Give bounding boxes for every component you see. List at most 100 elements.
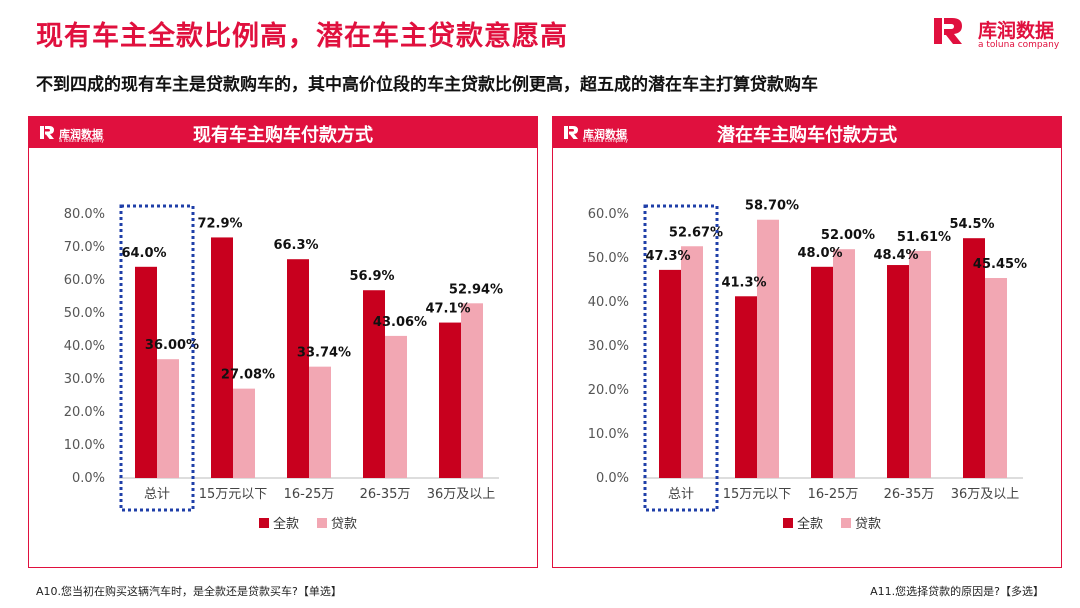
y-tick-label: 20.0% [588,383,629,398]
panel-brand-mark-icon [40,126,54,139]
y-tick-label: 80.0% [64,207,105,222]
data-label-loan: 36.00% [145,338,199,353]
y-tick-label: 70.0% [64,240,105,255]
data-label-full: 64.0% [121,246,166,261]
legend-label-full: 全款 [797,516,823,532]
data-label-full: 48.4% [873,248,918,263]
panel-brand-logo: 库润数据 a toluna company [39,124,119,144]
legend-swatch-full [783,518,793,528]
panel-brand-logo: 库润数据 a toluna company [563,124,643,144]
bar-full [287,259,309,478]
y-tick-label: 60.0% [588,207,629,222]
legend-swatch-loan [841,518,851,528]
data-label-loan: 27.08% [221,368,275,383]
y-tick-label: 0.0% [596,471,629,486]
bar-loan [681,246,703,478]
page-subtitle: 不到四成的现有车主是贷款购车的，其中高价位段的车主贷款比例更高，超五成的潜在车主… [36,75,818,95]
x-category-label: 15万元以下 [723,487,792,502]
legend-swatch-full [259,518,269,528]
y-tick-label: 50.0% [64,306,105,321]
chart-title: 现有车主购车付款方式 [193,125,373,146]
bar-full [211,237,233,478]
page-title: 现有车主全款比例高，潜在车主贷款意愿高 [36,21,568,52]
bar-full [439,322,461,478]
bar-loan [757,219,779,478]
data-label-loan: 52.94% [449,282,503,297]
x-category-label: 26-35万 [360,487,411,502]
bar-chart-potential-owners: 0.0% 10.0% 20.0% 30.0% 40.0% 50.0% 60.0% 47.3% 5… [588,199,1027,532]
data-label-loan: 52.00% [821,228,875,243]
y-tick-label: 20.0% [64,405,105,420]
highlight-box [119,204,195,512]
x-category-label: 26-35万 [884,487,935,502]
data-label-full: 56.9% [349,269,394,284]
chart-title: 潜在车主购车付款方式 [717,125,897,146]
data-label-full: 72.9% [197,216,242,231]
highlight-box [643,204,719,512]
brand-mark-icon [934,18,962,44]
bar-loan [985,278,1007,478]
data-label-loan: 33.74% [297,346,351,361]
y-tick-label: 30.0% [64,372,105,387]
x-category-label: 16-25万 [284,487,335,502]
bar-full [963,238,985,478]
x-category-label: 15万元以下 [199,487,268,502]
legend-swatch-loan [317,518,327,528]
y-tick-label: 30.0% [588,339,629,354]
bar-full [659,269,681,478]
panel-brand-mark-icon [564,126,578,139]
panel-brand-tagline: a toluna company [59,138,105,144]
bar-full [735,296,757,478]
panel-brand-name: 库润数据 [583,128,627,141]
x-category-label: 总计 [668,487,694,502]
brand-logo: 库润数据 a toluna company [932,14,1062,54]
bar-full [887,265,909,478]
bar-full [811,266,833,478]
x-category-label: 16-25万 [808,487,859,502]
brand-name: 库润数据 [978,20,1055,42]
data-label-loan: 43.06% [373,315,427,330]
brand-tagline: a toluna company [978,40,1060,50]
data-label-full: 66.3% [273,238,318,253]
data-label-full: 54.5% [949,217,994,232]
data-label-full: 41.3% [721,275,766,290]
y-tick-label: 60.0% [64,273,105,288]
panel-header: 库润数据 a toluna company 现有车主购车付款方式 [29,117,537,148]
bar-full [363,290,385,478]
bar-loan [233,388,255,478]
data-label-loan: 51.61% [897,230,951,245]
panel-header: 库润数据 a toluna company 潜在车主购车付款方式 [553,117,1061,148]
data-label-loan: 45.45% [973,257,1027,272]
y-tick-label: 40.0% [588,295,629,310]
legend-label-full: 全款 [273,516,299,532]
panel-brand-tagline: a toluna company [583,138,629,144]
panel-brand-name: 库润数据 [59,128,103,141]
footer-note-left: A10.您当初在购买这辆汽车时，是全款还是贷款买车?【单选】 [36,585,342,598]
y-tick-label: 0.0% [72,471,105,486]
bar-full [135,266,157,478]
data-label-loan: 52.67% [669,225,723,240]
bar-loan [833,249,855,478]
legend-label-loan: 贷款 [855,517,881,532]
x-category-label: 36万及以上 [427,487,496,502]
bar-loan [909,250,931,478]
legend-label-loan: 贷款 [331,517,357,532]
data-label-loan: 58.70% [745,199,799,214]
data-label-full: 47.1% [425,302,470,317]
bar-loan [157,359,179,478]
chart-panel-current-owners: 库润数据 a toluna company 现有车主购车付款方式 0.0% 10.… [28,116,538,568]
bar-loan [385,335,407,478]
y-tick-label: 10.0% [588,427,629,442]
y-tick-label: 50.0% [588,251,629,266]
x-category-label: 36万及以上 [951,487,1020,502]
bar-chart-current-owners: 0.0% 10.0% 20.0% 30.0% 40.0% 50.0% 60.0% 70.0% 8… [64,204,503,532]
y-tick-label: 40.0% [64,339,105,354]
bar-loan [461,303,483,478]
x-category-label: 总计 [144,487,170,502]
chart-panel-potential-owners: 库润数据 a toluna company 潜在车主购车付款方式 0.0% 10.… [552,116,1062,568]
footer-note-right: A11.您选择贷款的原因是?【多选】 [870,585,1044,598]
y-tick-label: 10.0% [64,438,105,453]
bar-loan [309,366,331,478]
data-label-full: 48.0% [797,246,842,261]
data-label-full: 47.3% [645,249,690,264]
